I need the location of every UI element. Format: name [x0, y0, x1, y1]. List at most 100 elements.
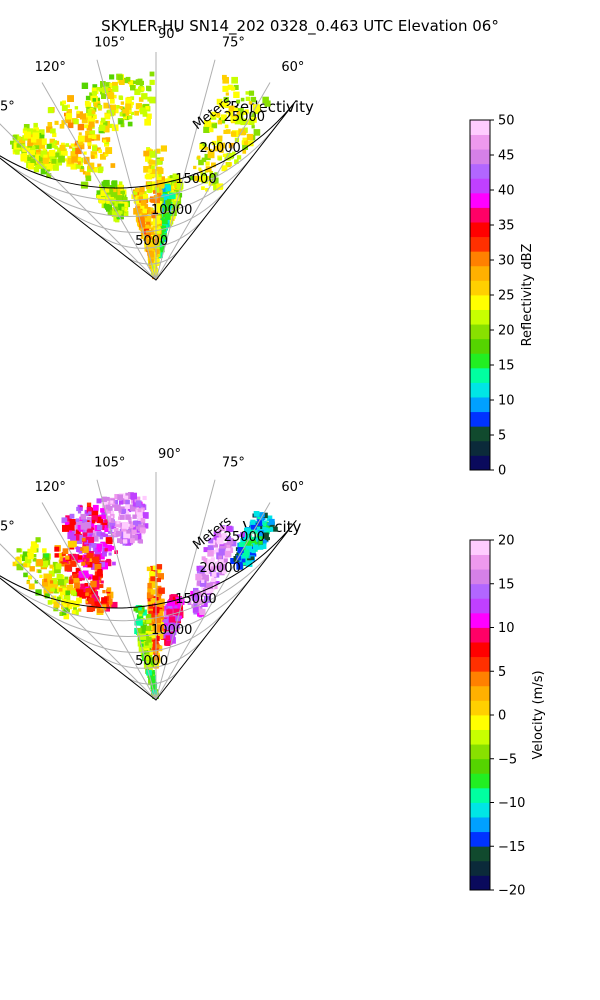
echo-cell	[121, 522, 129, 529]
echo-cell	[135, 500, 142, 507]
echo-cell	[98, 87, 104, 92]
echo-cell	[237, 547, 244, 553]
echo-cell	[92, 504, 99, 511]
echo-cell	[99, 535, 104, 540]
azimuth-spoke	[96, 59, 157, 281]
echo-cell	[146, 625, 152, 631]
echo-cell	[91, 134, 97, 140]
echo-cell	[118, 522, 124, 528]
echo-cell	[61, 151, 65, 155]
echo-cell	[227, 537, 234, 545]
echo-cell	[78, 145, 83, 149]
echo-cell	[56, 576, 61, 581]
echo-cell	[134, 520, 141, 527]
echo-cell	[250, 537, 257, 543]
echo-cell	[221, 569, 227, 574]
echo-cell	[88, 598, 95, 604]
echo-cell	[104, 188, 110, 193]
azimuth-spoke	[41, 82, 157, 281]
echo-cell	[223, 129, 228, 134]
echo-cell	[84, 522, 92, 529]
echo-cell	[64, 116, 72, 124]
echo-cell	[54, 120, 59, 125]
echo-cell	[148, 610, 155, 618]
echo-cell	[193, 175, 199, 182]
echo-cell	[139, 199, 142, 203]
echo-cell	[213, 184, 219, 191]
echo-cell	[70, 590, 76, 596]
echo-cell	[22, 555, 28, 562]
echo-cell	[37, 134, 45, 142]
echo-cell	[135, 103, 142, 110]
echo-cell	[42, 581, 49, 588]
echo-cell	[17, 136, 22, 140]
echo-cell	[149, 79, 155, 85]
echo-cell	[126, 529, 131, 534]
echo-cell	[258, 540, 263, 545]
echo-cell	[219, 142, 226, 149]
echo-cell	[107, 595, 111, 599]
echo-cell	[58, 155, 65, 163]
echo-cell	[84, 124, 88, 129]
echo-cell	[136, 628, 142, 633]
echo-cell	[67, 157, 74, 165]
radial-tick-label: 25000	[224, 110, 265, 125]
echo-cell	[80, 547, 84, 551]
echo-cell	[143, 150, 149, 157]
echo-cell	[174, 195, 180, 201]
echo-cell	[82, 559, 87, 563]
echo-cell	[100, 580, 104, 584]
echo-cell	[88, 121, 95, 127]
echo-cell	[240, 97, 245, 102]
echo-cell	[118, 181, 123, 185]
figure-suptitle: SKYLER-HU SN14_202 0328_0.463 UTC Elevat…	[101, 17, 499, 36]
echo-cell	[242, 150, 247, 154]
velocity-panel: Velocity 500010000150002000025000Meters6…	[0, 447, 546, 899]
echo-cell	[86, 588, 91, 593]
reflectivity-sector-plot: 500010000150002000025000Meters60°75°90°1…	[0, 27, 304, 281]
echo-cell	[250, 519, 256, 525]
echo-cell	[100, 541, 106, 547]
echo-cell	[140, 624, 147, 631]
echo-cell	[38, 163, 44, 169]
echo-cell	[207, 568, 213, 574]
echo-cell	[151, 582, 158, 589]
echo-cell	[169, 212, 174, 217]
echo-cell	[205, 588, 211, 594]
echo-cell	[75, 546, 79, 550]
echo-cell	[260, 516, 264, 521]
echo-region	[33, 90, 116, 189]
echo-cell	[159, 615, 164, 621]
echo-cell	[90, 563, 98, 570]
echo-cell	[114, 207, 119, 212]
echo-cell	[150, 589, 156, 595]
echo-cell	[49, 138, 55, 145]
echo-cell	[204, 146, 209, 151]
echo-cell	[28, 163, 35, 170]
echo-cell	[158, 176, 165, 184]
echo-cell	[78, 557, 83, 563]
echo-cell	[53, 588, 59, 594]
echo-cell	[92, 556, 99, 564]
echo-cell	[104, 127, 110, 133]
echo-cell	[87, 108, 95, 116]
echo-cell	[154, 616, 162, 624]
echo-cell	[199, 592, 204, 597]
echo-cell	[125, 514, 131, 520]
echo-cell	[53, 140, 57, 144]
echo-cell	[196, 580, 203, 586]
echo-cell	[265, 537, 269, 542]
echo-cell	[121, 190, 125, 195]
echo-cell	[98, 198, 103, 203]
echo-cell	[140, 641, 148, 649]
reflectivity-colorbar-label: Reflectivity dBZ	[520, 244, 535, 347]
echo-cell	[150, 221, 154, 226]
echo-cell	[262, 522, 267, 527]
colorbar-tick-label: 20	[498, 324, 515, 339]
echo-cell	[112, 532, 116, 537]
echo-cell	[222, 85, 229, 92]
echo-cell	[149, 258, 154, 263]
echo-cell	[23, 572, 28, 578]
echo-cell	[106, 587, 112, 592]
echo-cell	[250, 96, 257, 103]
